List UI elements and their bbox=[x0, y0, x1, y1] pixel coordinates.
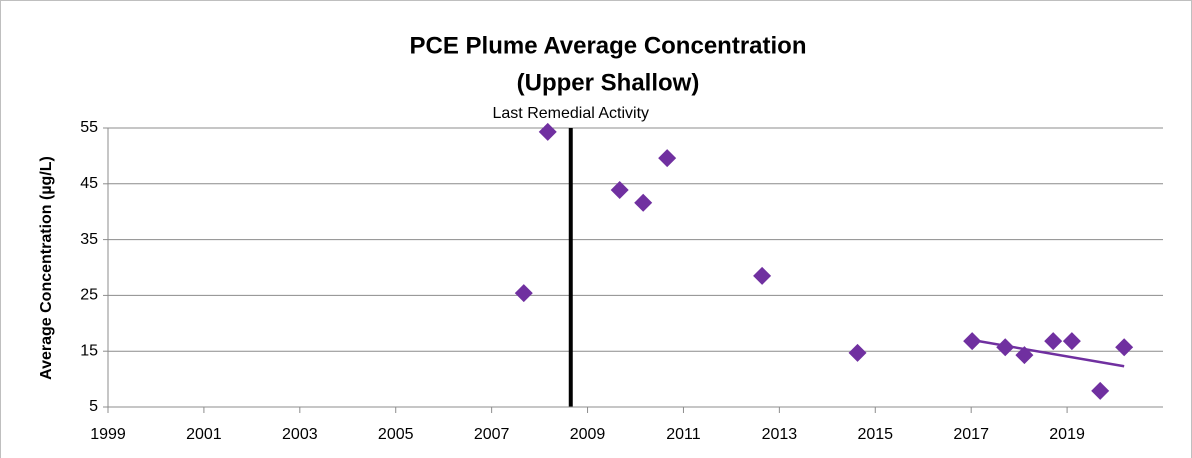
point bbox=[538, 122, 557, 141]
point bbox=[634, 193, 653, 212]
x-tick-label: 2005 bbox=[378, 426, 414, 443]
y-tick-label: 55 bbox=[80, 119, 98, 136]
x-tick-label: 2003 bbox=[282, 426, 318, 443]
x-tick-label: 2007 bbox=[474, 426, 510, 443]
point bbox=[514, 284, 533, 303]
chart-title: PCE Plume Average Concentration bbox=[410, 32, 807, 59]
x-tick-label: 2011 bbox=[666, 426, 701, 443]
point bbox=[610, 180, 629, 199]
x-tick-label: 1999 bbox=[90, 426, 126, 443]
x-tick-label: 2013 bbox=[762, 426, 798, 443]
trendline bbox=[971, 338, 1125, 368]
y-tick-label: 35 bbox=[80, 231, 98, 248]
point bbox=[1091, 381, 1110, 400]
y-tick-label: 5 bbox=[89, 398, 98, 415]
y-tick-label: 25 bbox=[80, 287, 98, 304]
chart-subtitle: (Upper Shallow) bbox=[517, 69, 700, 96]
point bbox=[1044, 332, 1063, 351]
x-tick-label: 2017 bbox=[953, 426, 989, 443]
x-tick-label: 2019 bbox=[1049, 426, 1085, 443]
point bbox=[1115, 338, 1134, 357]
annotation: Last Remedial Activity bbox=[493, 105, 650, 122]
y-tick-label: 45 bbox=[80, 175, 98, 192]
y-tick-label: 15 bbox=[80, 342, 98, 359]
x-tick-label: 2009 bbox=[570, 426, 606, 443]
point bbox=[1062, 332, 1081, 351]
x-tick-label: 2001 bbox=[186, 426, 222, 443]
point bbox=[753, 266, 772, 285]
point bbox=[658, 149, 677, 168]
point bbox=[996, 338, 1015, 357]
x-tick-label: 2015 bbox=[857, 426, 893, 443]
y-axis-label: Average Concentration (µg/L) bbox=[38, 156, 55, 380]
point bbox=[848, 343, 867, 362]
